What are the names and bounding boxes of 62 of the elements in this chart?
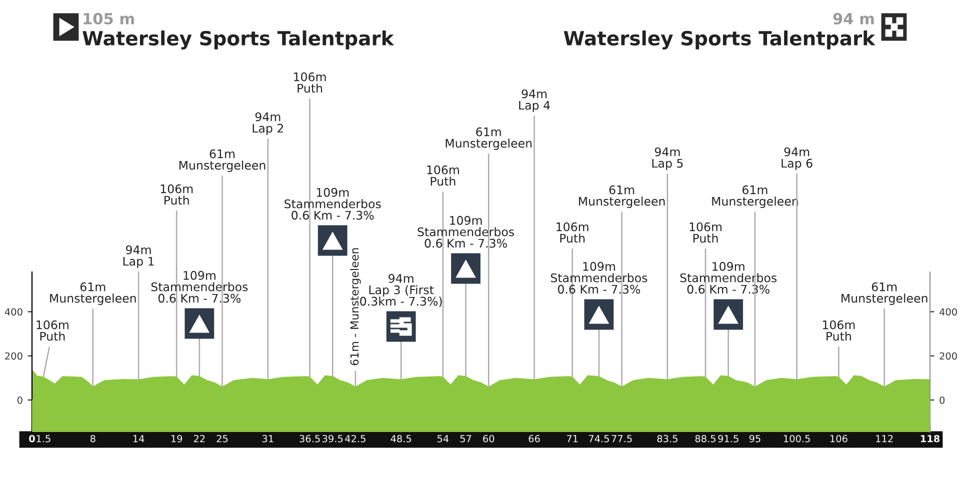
x-tick-label: 39.5 <box>322 434 343 442</box>
x-tick-label: 22 <box>194 434 205 442</box>
x-tick-label: 91.5 <box>718 434 738 442</box>
x-tick-label: 8 <box>90 434 96 442</box>
annotation: 94m Lap 6 <box>782 147 812 170</box>
annotation: 94m Lap 5 <box>652 147 683 170</box>
annotation: 94m Lap 4 <box>519 89 550 112</box>
annotation: 106m Puth <box>160 184 193 205</box>
x-tick-label: 112 <box>876 434 893 442</box>
annotation: 61m Munstergeleen <box>579 185 665 208</box>
annotation: 94m Lap 1 <box>123 245 154 268</box>
annotation: 106m Puth <box>294 72 326 93</box>
annotation: 61m Munstergeleen <box>842 282 928 305</box>
text: Watersley Sports Talentpark <box>564 30 876 50</box>
x-tick-label: 77.5 <box>612 435 632 442</box>
annotation: 109m Stammenderbos 0.6 Km - 7.3% <box>418 216 514 248</box>
x-tick-label: 88.5 <box>695 434 716 442</box>
x-tick-label: 57 <box>460 435 472 442</box>
x-tick-label: 54 <box>438 435 449 442</box>
annotation: 61m - Munstergeleen <box>350 248 361 366</box>
x-tick-label: 25 <box>216 434 228 442</box>
annotation: 106m Puth <box>822 320 855 341</box>
x-tick-label: 0 <box>29 434 35 442</box>
x-tick-label: 31 <box>262 434 274 442</box>
chart-title: Watersley Sports Talentpark <box>82 30 394 50</box>
y2-tick-label: 400 <box>940 308 957 316</box>
x-tick-label: 106 <box>830 434 848 442</box>
x-tick-label: 83.5 <box>657 434 678 442</box>
annotation: 61m Munstergeleen <box>446 127 532 150</box>
annotation: 109m Stammenderbos 0.6 Km - 7.3% <box>550 262 648 294</box>
annotation: 61m Munstergeleen <box>179 149 266 172</box>
x-tick-label: 19 <box>171 434 182 442</box>
x-tick-label: 42.5 <box>345 434 366 442</box>
x-tick-label: 118 <box>920 434 940 442</box>
y2-tick-label: 200 <box>940 352 957 360</box>
annotation: 94m Lap 3 (First 0.3km - 7.3%) <box>360 274 442 308</box>
y-tick-label: 400 <box>4 308 22 316</box>
annotation: 106m Puth <box>427 165 459 186</box>
x-tick-label: 100.5 <box>784 434 810 442</box>
annotation: 61m Munstergeleen <box>712 185 798 208</box>
text: 94 m <box>833 12 874 24</box>
chart-subtitle: 105 m <box>84 12 134 24</box>
y2-tick-label: 0 <box>940 396 945 404</box>
x-tick-label: 74.5 <box>588 435 609 442</box>
annotation: 61m Munstergeleen <box>50 282 136 305</box>
x-tick-label: 48.5 <box>390 434 412 442</box>
annotation: 109m Stammenderbos 0.6 Km - 7.3% <box>284 188 381 220</box>
x-tick-label: 1.5 <box>36 435 50 442</box>
annotation: 106m Puth <box>36 320 68 341</box>
x-tick-label: 60 <box>483 434 494 442</box>
x-tick-label: 71 <box>566 435 578 442</box>
x-tick-label: 95 <box>749 434 760 442</box>
annotation: 109m Stammenderbos 0.6 Km - 7.3% <box>680 262 777 294</box>
annotation: 109m Stammenderbos 0.6 Km - 7.3% <box>151 270 248 303</box>
annotation: 94m Lap 2 <box>252 112 284 135</box>
x-tick-label: 36.5 <box>300 434 320 442</box>
annotation: 106m Puth <box>556 222 588 243</box>
y-tick-label: 200 <box>5 352 22 360</box>
x-tick-label: 66 <box>528 434 540 442</box>
annotation: 106m Puth <box>690 222 722 243</box>
x-tick-label: 14 <box>133 435 144 442</box>
y-tick-label: 0 <box>17 396 22 404</box>
